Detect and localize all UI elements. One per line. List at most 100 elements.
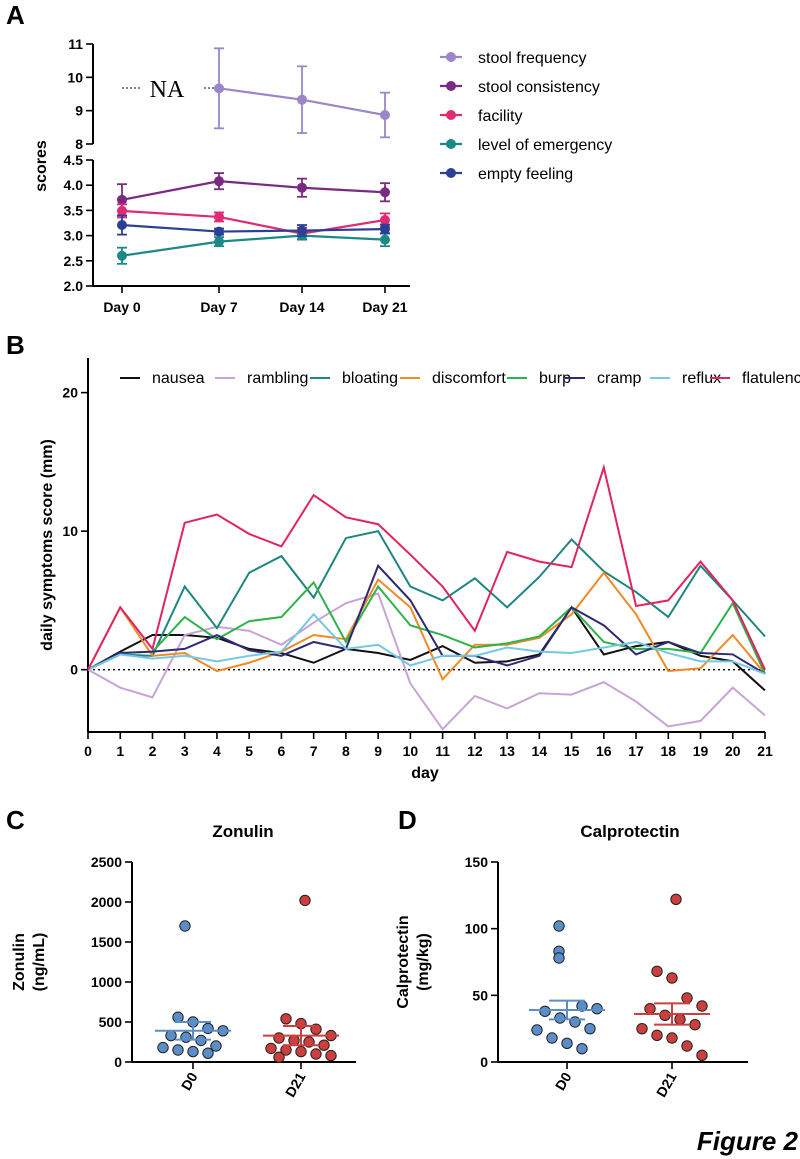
d0-data-point [202, 1047, 214, 1059]
d0-data-point [202, 1022, 214, 1035]
panel-d-plot: 0 50 100 150 D0 D21 [465, 854, 748, 1100]
d0-data-point [561, 1037, 573, 1050]
panel-a: A 8 9 10 11 2.0 2.5 3.0 3.5 4.0 4.5 Day 0 Day 7 Day… [6, 0, 612, 315]
flatulence-legend-label: flatulence [742, 370, 800, 387]
d21-data-point [325, 1049, 337, 1062]
d21-data-point [273, 1032, 285, 1044]
y-tick-label: 4.0 [64, 177, 84, 193]
d21-data-point [273, 1051, 285, 1063]
x-tick-label: 12 [467, 743, 483, 759]
panel-a-legend: stool frequency stool consistency facility… [440, 50, 612, 183]
y-tick-label: 10 [67, 69, 83, 85]
x-tick-label: 3 [181, 743, 189, 759]
y-tick-label: 1000 [91, 974, 122, 990]
level-of-emergency-legend-marker [446, 139, 456, 149]
d0-data-point [172, 1011, 184, 1023]
stool-consistency-point [117, 194, 127, 205]
panel-a-upper-plot: 8 9 10 11 [67, 36, 390, 152]
d0-data-point [179, 920, 191, 932]
x-tick-label: D21 [282, 1069, 309, 1099]
panel-b-y-label: daily symptoms score (mm) [39, 439, 56, 651]
cramp-legend-label: cramp [597, 370, 642, 387]
y-tick-label: 1500 [91, 934, 122, 950]
d21-data-point [689, 1018, 701, 1031]
stool-consistency-point [380, 187, 390, 198]
facility-legend-marker [446, 110, 456, 120]
panel-letter-d: D [398, 805, 417, 835]
y-tick-label: 500 [99, 1014, 123, 1030]
empty-feeling-point [297, 225, 307, 236]
d21-data-point [651, 1029, 663, 1042]
panel-d: D Calprotectin 0 50 100 150 D0 D21 Calprotect… [395, 805, 748, 1100]
facility-line [121, 209, 386, 235]
stool-consistency-point [297, 182, 307, 193]
facility-point [380, 214, 390, 225]
stool-frequency-legend-label: stool frequency [478, 50, 587, 67]
y-tick-label: 2.0 [64, 278, 84, 294]
d0-data-point [539, 1005, 551, 1018]
empty-feeling-point [214, 226, 224, 237]
x-tick-label: 16 [596, 743, 612, 759]
stool-consistency-legend-marker [446, 81, 456, 91]
d0-data-point [553, 920, 565, 932]
bloating-line [87, 530, 766, 671]
x-tick-label: 5 [245, 743, 253, 759]
d0-data-point [576, 1042, 588, 1055]
d21-data-point [644, 1002, 656, 1015]
nausea-legend-label: nausea [152, 370, 205, 387]
x-tick-label: 8 [342, 743, 350, 759]
d21-data-point [318, 1039, 330, 1051]
na-annotation: NA [150, 77, 185, 103]
stool-frequency-point [297, 94, 307, 105]
y-tick-label: 150 [465, 854, 489, 870]
d0-data-point [553, 952, 565, 964]
d21-data-point [659, 1009, 671, 1022]
y-tick-label: 2000 [91, 894, 122, 910]
d0-data-point [546, 1032, 558, 1044]
x-tick-label: 13 [499, 743, 515, 759]
y-tick-label: 2500 [91, 854, 122, 870]
d0-data-point [180, 1031, 192, 1043]
d21-data-point [681, 992, 693, 1004]
zonulin-y-label-line2: (ng/mL) [31, 933, 48, 992]
stool-frequency-legend-marker [446, 52, 456, 62]
d21-data-point [299, 894, 311, 907]
x-tick-label: 19 [693, 743, 709, 759]
x-tick-label: 18 [660, 743, 676, 759]
d0-data-point [531, 1024, 543, 1036]
calprotectin-y-label-line2: (mg/kg) [415, 933, 432, 991]
x-tick-label: Day 7 [200, 299, 238, 315]
rambling-legend-label: rambling [247, 370, 308, 387]
d21-data-point [295, 1045, 307, 1058]
panel-letter-b: B [6, 330, 25, 360]
panel-letter-c: C [6, 805, 25, 835]
d21-data-point [288, 1034, 300, 1047]
d21-data-point [310, 1048, 322, 1060]
empty-feeling-point [380, 224, 390, 235]
zonulin-y-label-line1: Zonulin [11, 933, 28, 991]
y-tick-label: 11 [68, 36, 83, 52]
panel-c-plot: 0 500 1000 1500 2000 2500 D0 D21 [91, 854, 356, 1100]
y-tick-label: 0 [70, 662, 78, 678]
y-tick-label: 0 [114, 1054, 122, 1070]
flatulence-line [87, 463, 766, 671]
facility-legend-label: facility [478, 108, 522, 125]
d0-data-point [584, 1022, 596, 1035]
y-tick-label: 50 [472, 987, 488, 1003]
figure-label: Figure 2 [697, 1126, 799, 1156]
x-tick-label: 9 [374, 743, 382, 759]
level-of-emergency-point [117, 250, 127, 261]
stool-consistency-line [121, 180, 386, 201]
x-tick-label: 11 [435, 743, 450, 759]
panel-b-legend: nausea rambling bloating discomfort burp cram… [120, 370, 800, 387]
x-tick-label: 2 [149, 743, 157, 759]
x-tick-label: Day 0 [103, 299, 141, 315]
x-tick-label: Day 21 [362, 299, 407, 315]
d0-data-point [554, 1012, 566, 1024]
stool-consistency-legend-label: stool consistency [478, 79, 600, 96]
x-tick-label: D21 [653, 1069, 680, 1099]
level-of-emergency-line [121, 234, 386, 257]
d0-data-point [187, 1045, 199, 1058]
